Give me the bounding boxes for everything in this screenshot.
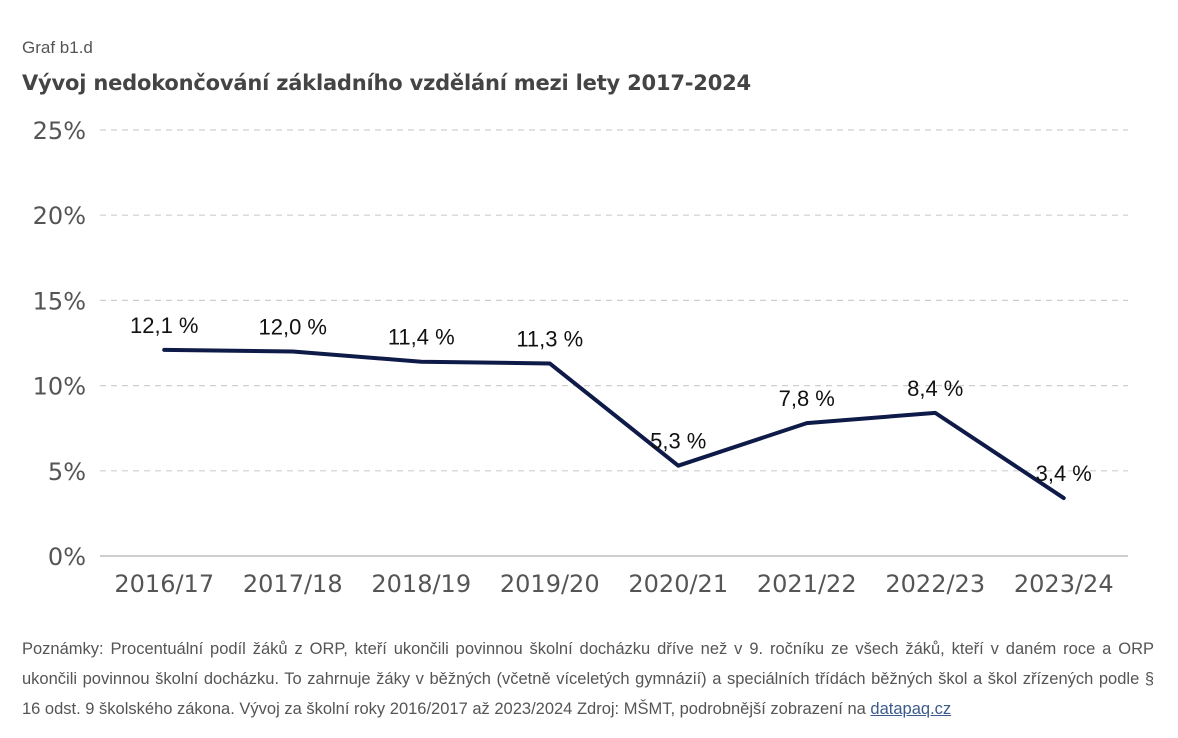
chart-notes: Poznámky: Procentuální podíl žáků z ORP,… bbox=[22, 634, 1154, 724]
series-lines bbox=[162, 347, 1066, 501]
x-tick-label: 2022/23 bbox=[885, 570, 985, 598]
data-label: 3,4 % bbox=[1036, 461, 1092, 486]
y-tick-label: 10% bbox=[33, 373, 86, 401]
notes-text: Poznámky: Procentuální podíl žáků z ORP,… bbox=[22, 640, 1154, 718]
chart-title: Vývoj nedokončování základního vzdělání … bbox=[22, 71, 751, 95]
data-labels: 12,1 % 12,0 % 11,4 % 11,3 % 5,3 % 7,8 % 8,4 % 3… bbox=[130, 313, 1092, 486]
x-tick-label: 2020/21 bbox=[628, 570, 728, 598]
gridlines bbox=[100, 129, 1128, 557]
chart-label: Graf b1.d bbox=[22, 38, 93, 57]
data-label: 7,8 % bbox=[779, 386, 835, 411]
data-label: 5,3 % bbox=[650, 429, 706, 454]
x-axis-ticks: 2016/17 2017/18 2018/19 2019/20 2020/21 2021/… bbox=[114, 570, 1113, 598]
x-tick-label: 2016/17 bbox=[114, 570, 214, 598]
data-label: 12,0 % bbox=[259, 315, 328, 340]
x-tick-label: 2019/20 bbox=[500, 570, 600, 598]
data-label: 11,3 % bbox=[516, 326, 583, 351]
x-tick-label: 2018/19 bbox=[371, 570, 471, 598]
y-tick-label: 0% bbox=[48, 543, 86, 571]
data-label: 8,4 % bbox=[907, 376, 963, 401]
line-chart: 0%5%10%15%20%25% 2016/17 2017/18 2018/19 20… bbox=[33, 117, 1128, 598]
datapaq-link[interactable]: datapaq.cz bbox=[870, 700, 952, 718]
x-tick-label: 2021/22 bbox=[757, 570, 857, 598]
x-tick-label: 2017/18 bbox=[243, 570, 343, 598]
y-axis-ticks: 0% 5% 10% 15% 20% 25% bbox=[33, 117, 86, 571]
data-label: 12,1 % bbox=[130, 313, 199, 338]
y-tick-label: 5% bbox=[48, 458, 86, 486]
data-label: 11,4 % bbox=[388, 325, 455, 350]
series-line bbox=[162, 347, 1066, 501]
y-tick-label: 20% bbox=[33, 202, 86, 230]
y-tick-label: 15% bbox=[33, 287, 86, 315]
x-tick-label: 2023/24 bbox=[1014, 570, 1114, 598]
y-tick-label: 25% bbox=[33, 117, 86, 145]
